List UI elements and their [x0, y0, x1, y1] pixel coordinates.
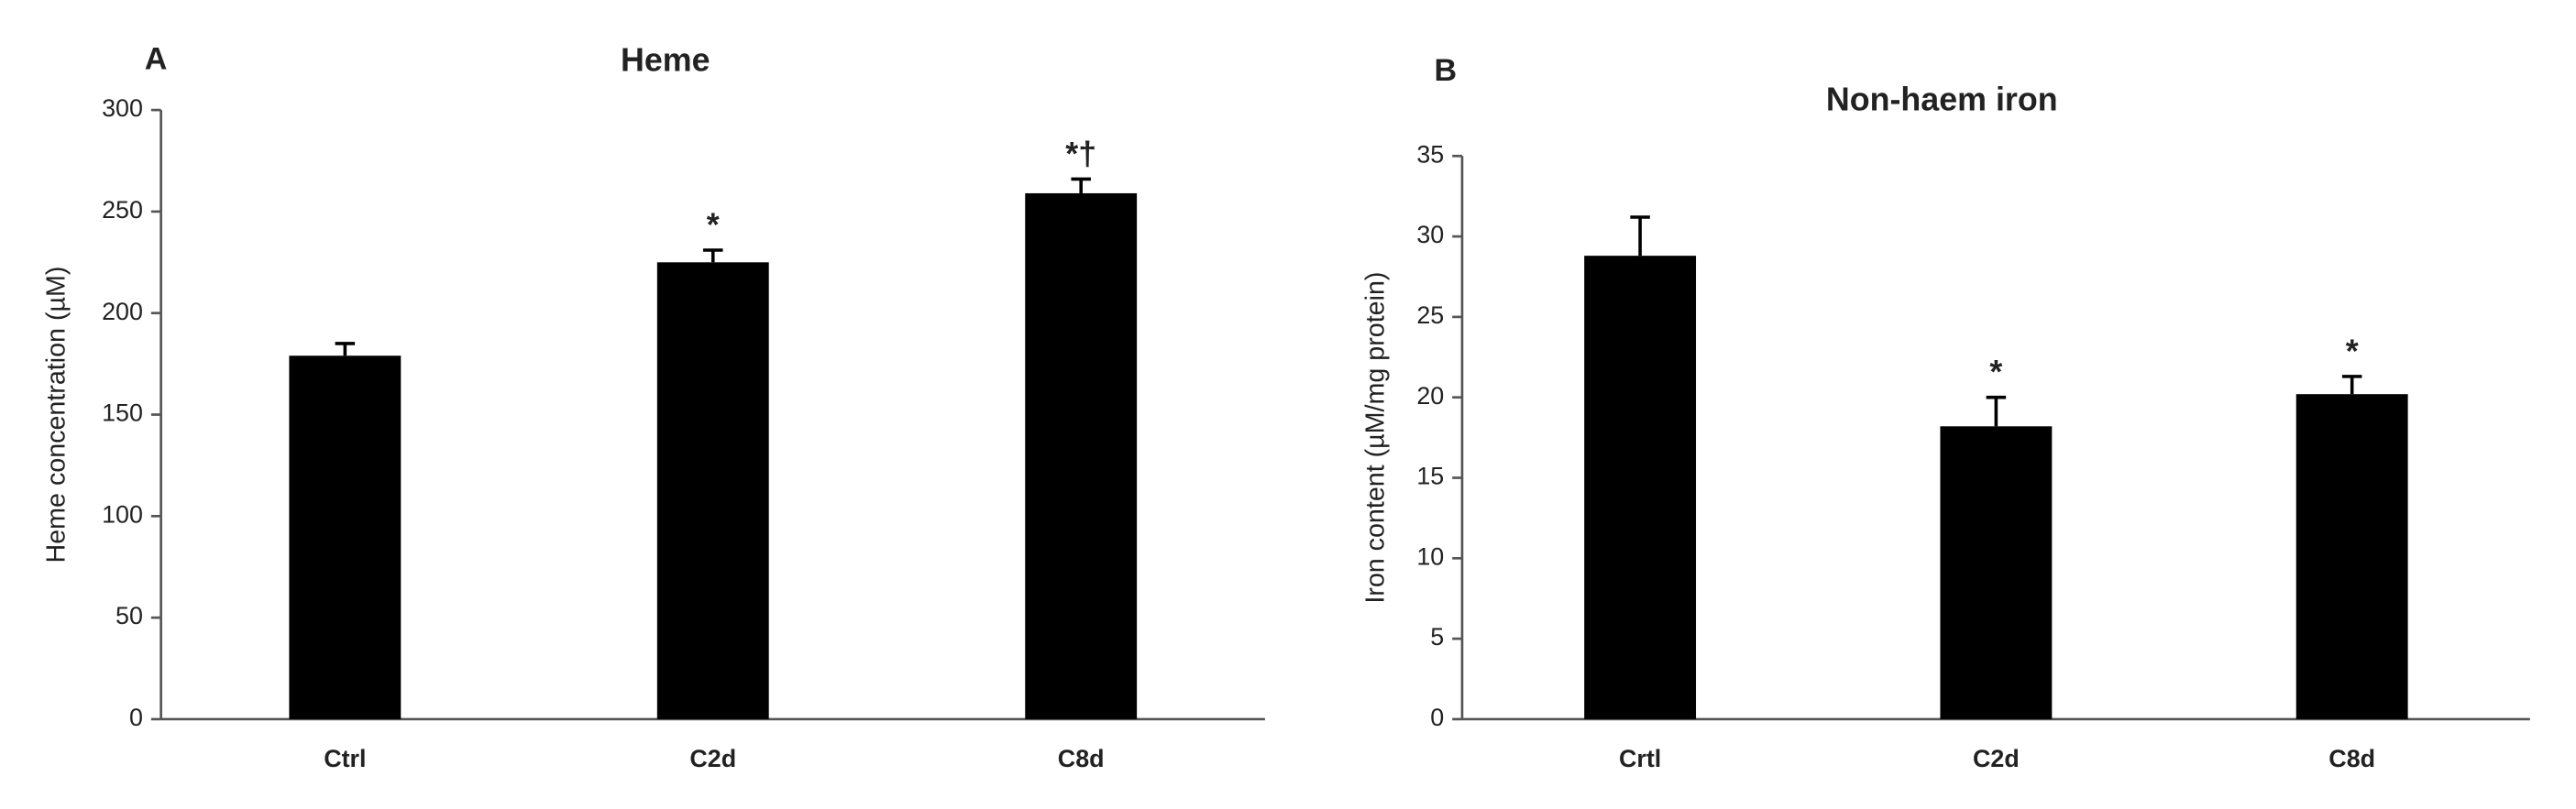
bar	[1025, 192, 1138, 719]
y-tick-label: 35	[1416, 140, 1444, 168]
y-tick-label: 5	[1430, 623, 1444, 650]
y-axis-label: Heme concentration (µM)	[41, 267, 71, 563]
chart-title: Heme	[621, 42, 710, 79]
x-tick-label: Ctrl	[324, 745, 366, 772]
panel-label: B	[1434, 53, 1457, 88]
y-tick-label: 250	[102, 196, 143, 224]
x-tick-label: C8d	[2328, 745, 2375, 772]
y-tick-label: 25	[1416, 301, 1444, 329]
bar	[1584, 256, 1697, 719]
y-tick-label: 0	[1430, 704, 1444, 731]
y-tick-label: 150	[102, 399, 143, 427]
x-tick-label: Crtl	[1619, 745, 1661, 772]
y-tick-label: 200	[102, 298, 143, 325]
y-tick-label: 15	[1416, 463, 1444, 490]
significance-label: *	[1989, 354, 2002, 390]
x-tick-label: C2d	[689, 745, 736, 772]
chart-title: Non-haem iron	[1826, 82, 2058, 118]
y-tick-label: 20	[1416, 382, 1444, 410]
y-tick-label: 30	[1416, 221, 1444, 248]
bar	[2295, 394, 2408, 719]
bar	[1940, 426, 2053, 719]
bar	[289, 355, 402, 719]
panel-label: A	[145, 41, 168, 76]
y-tick-label: 10	[1416, 542, 1444, 570]
y-tick-label: 100	[102, 500, 143, 528]
significance-label: *	[2346, 333, 2359, 369]
bar	[656, 262, 769, 719]
y-tick-label: 0	[129, 704, 143, 731]
y-axis-label: Iron content (µM/mg protein)	[1360, 272, 1390, 604]
y-tick-label: 50	[116, 602, 143, 629]
x-tick-label: C2d	[1973, 745, 2020, 772]
significance-label: *†	[1065, 136, 1096, 172]
significance-label: *	[707, 206, 720, 243]
y-tick-label: 300	[102, 94, 143, 122]
x-tick-label: C8d	[1058, 745, 1105, 772]
